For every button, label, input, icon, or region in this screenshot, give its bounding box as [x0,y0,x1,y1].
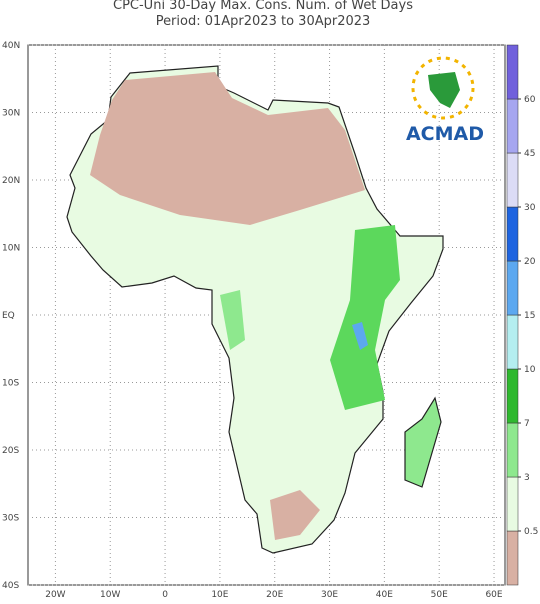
x-tick-label: 60E [485,590,502,600]
dry-sahara [90,72,365,225]
colorbar-bin [506,152,519,208]
title: CPC-Uni 30-Day Max. Cons. Num. of Wet Da… [113,0,413,13]
x-tick-label: 50E [431,590,448,600]
x-tick-label: 0 [162,590,168,600]
x-tick-label: 10W [100,590,120,600]
logo-africa [428,72,460,108]
wet-east [330,225,400,410]
y-tick-label: 20S [2,446,19,456]
x-tick-label: 30E [321,590,338,600]
colorbar-bin [506,530,519,586]
colorbar-bin [506,44,519,100]
colorbar-label: 10 [524,365,536,375]
y-tick-label: EQ [2,311,15,321]
logo-ring [411,56,475,120]
y-tick-label: 20N [2,176,20,186]
colorbar-bin [506,368,519,424]
madagascar [404,396,442,488]
colorbar-bin [506,206,519,262]
colorbar-label: 45 [524,149,535,159]
colorbar-label: 15 [524,311,535,321]
colorbar-bin [506,98,519,154]
colorbar-bin [506,422,519,478]
wet-lake [352,322,368,350]
y-tick-label: 40S [2,581,19,591]
colorbar-bin [506,314,519,370]
colorbar-bin [506,260,519,316]
wet-west [220,290,245,350]
x-tick-label: 10E [211,590,228,600]
colorbar-label: 7 [524,419,530,429]
y-tick-label: 40N [2,41,20,51]
colorbar-bin [506,476,519,532]
colorbar-label: 3 [524,473,530,483]
colorbar-label: 0.5 [524,527,538,537]
logo-text: ACMAD [406,123,484,145]
x-tick-label: 20W [45,590,65,600]
y-tick-label: 30N [2,109,20,119]
y-tick-label: 30S [2,514,19,524]
y-tick-label: 10N [2,244,20,254]
colorbar-label: 20 [524,257,536,267]
dry-south [270,490,320,540]
y-tick-label: 10S [2,379,19,389]
colorbar-label: 60 [524,95,536,105]
subtitle: Period: 01Apr2023 to 30Apr2023 [156,14,371,29]
x-tick-label: 20E [266,590,283,600]
colorbar-label: 30 [524,203,536,213]
logo: ACMAD [406,56,484,145]
x-tick-label: 40E [376,590,393,600]
